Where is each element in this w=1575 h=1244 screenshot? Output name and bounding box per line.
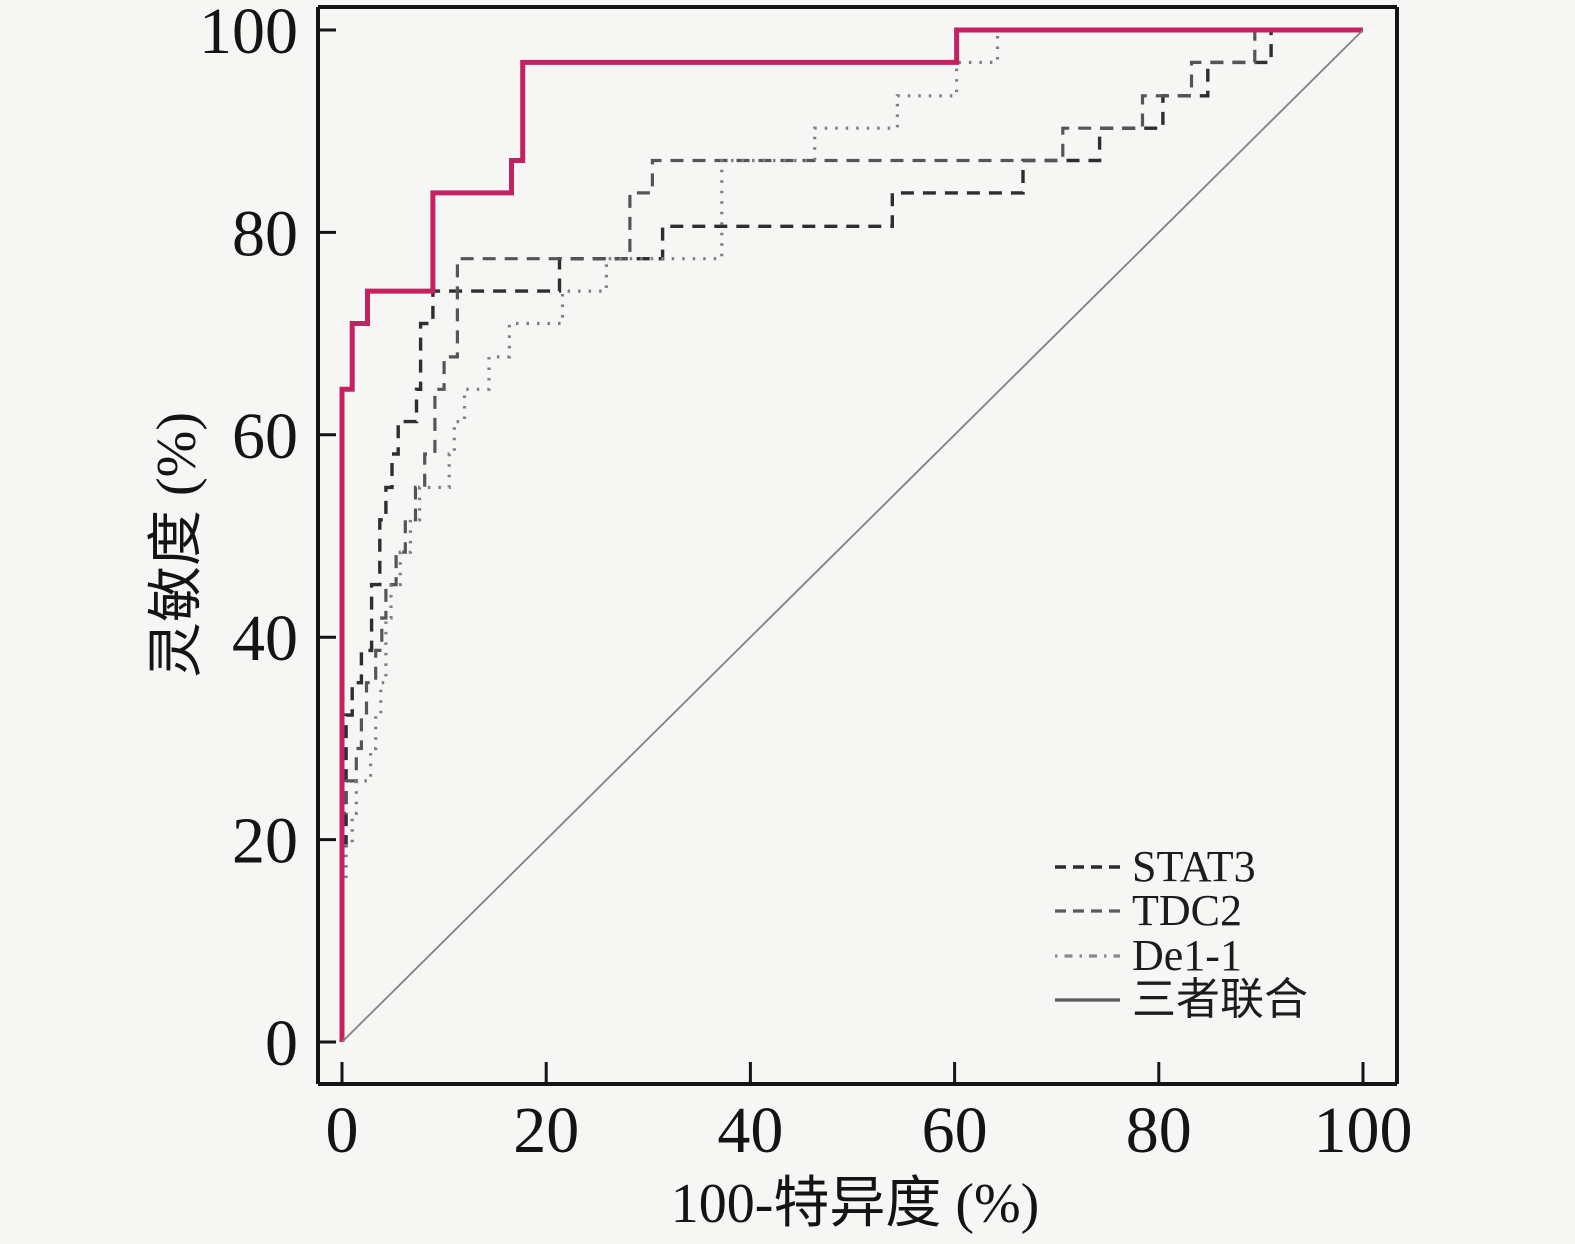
y-axis-ticks (318, 28, 336, 1044)
curve-reference (341, 29, 1364, 1043)
x-tick-label-60: 60 (922, 1094, 988, 1167)
legend-item-tdc2: TDC2 (1055, 886, 1242, 935)
legend-item-de1-1: De1-1 (1055, 931, 1242, 980)
legend-item-stat3: STAT3 (1055, 842, 1256, 891)
curve-stat3 (340, 28, 1363, 1042)
curves (339, 27, 1364, 1043)
x-tick-label-0: 0 (326, 1094, 359, 1167)
legend-item-combined: 三者联合 (1055, 975, 1308, 1024)
x-tick-label-40: 40 (717, 1094, 783, 1167)
y-tick-label-80: 80 (232, 197, 298, 270)
x-axis-ticks (340, 1062, 1365, 1083)
legend-label-tdc2: TDC2 (1132, 886, 1242, 935)
y-axis-tick-labels: 0 20 40 60 80 100 (199, 0, 298, 1080)
x-axis-title: 100-特异度 (%) (671, 1173, 1040, 1235)
y-axis-title: 灵敏度 (%) (146, 412, 208, 678)
curve-de1-1 (340, 28, 1363, 1042)
curve-tdc2 (340, 28, 1363, 1042)
curve-combined (339, 27, 1363, 1042)
legend-label-de1-1: De1-1 (1132, 931, 1242, 980)
y-tick-label-60: 60 (232, 400, 298, 473)
x-tick-label-100: 100 (1314, 1094, 1413, 1167)
plot-border (316, 5, 1399, 1086)
legend: STAT3 TDC2 De1-1 三者联合 (1055, 842, 1308, 1024)
x-axis-tick-labels: 0 20 40 60 80 100 (326, 1094, 1413, 1167)
y-tick-label-40: 40 (232, 602, 298, 675)
x-tick-label-20: 20 (513, 1094, 579, 1167)
y-tick-label-100: 100 (199, 0, 298, 68)
legend-label-stat3: STAT3 (1132, 842, 1256, 891)
x-tick-label-80: 80 (1126, 1094, 1192, 1167)
legend-label-combined: 三者联合 (1132, 975, 1308, 1024)
y-tick-label-0: 0 (265, 1007, 298, 1080)
y-tick-label-20: 20 (232, 805, 298, 878)
